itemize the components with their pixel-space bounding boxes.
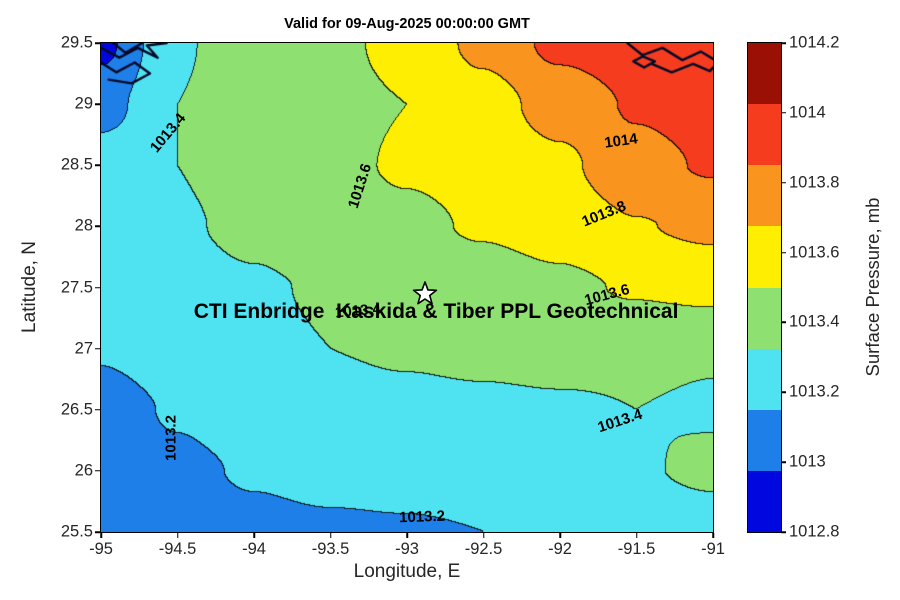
colorbar-tick-mark <box>781 251 786 254</box>
y-tick-mark <box>95 42 100 44</box>
y-tick-mark <box>95 286 100 289</box>
colorbar-band <box>748 287 781 349</box>
colorbar-tick-mark <box>781 391 786 394</box>
x-tick-label: -92 <box>548 540 572 558</box>
y-tick-label: 26.5 <box>60 400 93 419</box>
y-tick-mark <box>95 225 100 228</box>
x-tick-mark <box>100 533 102 538</box>
colorbar-band <box>748 348 781 410</box>
colorbar-band <box>748 409 781 471</box>
x-tick-label: -93.5 <box>311 540 350 558</box>
x-tick-label: -95 <box>89 540 113 558</box>
y-axis-label: Latitude, N <box>19 241 40 333</box>
y-tick-mark <box>95 103 100 105</box>
colorbar-tick-label: 1014.2 <box>789 33 840 52</box>
colorbar-tick-mark <box>781 42 786 44</box>
x-tick-mark <box>635 533 638 538</box>
figure-title: Valid for 09-Aug-2025 00:00:00 GMT <box>284 16 530 32</box>
y-tick-mark <box>95 347 100 350</box>
colorbar-band <box>748 470 781 532</box>
x-tick-mark <box>406 533 408 538</box>
colorbar-tick-label: 1013.4 <box>789 312 840 331</box>
x-tick-label: -94.5 <box>158 540 197 558</box>
colorbar-tick-label: 1014 <box>789 103 826 122</box>
x-tick-mark <box>559 533 561 538</box>
colorbar-tick-label: 1013 <box>789 452 826 471</box>
contour-level-label: 1013.2 <box>162 414 180 461</box>
colorbar-band <box>748 43 781 105</box>
y-tick-label: 27 <box>74 339 93 358</box>
site-overlay-label: CTI Enbridge Kaskida & Tiber PPL Geotech… <box>193 299 679 323</box>
colorbar-tick-mark <box>781 112 786 114</box>
colorbar-band <box>748 226 781 288</box>
x-tick-mark <box>482 533 485 538</box>
x-tick-label: -92.5 <box>464 540 503 558</box>
y-tick-label: 29 <box>74 94 93 113</box>
map-plot-area: CTI Enbridge Kaskida & Tiber PPL Geotech… <box>100 42 714 533</box>
x-tick-mark <box>329 533 332 538</box>
y-tick-mark <box>95 409 100 411</box>
x-tick-label: -94 <box>242 540 266 558</box>
y-tick-label: 26 <box>74 461 93 480</box>
colorbar-tick-mark <box>781 531 786 533</box>
y-tick-label: 28.5 <box>60 155 93 174</box>
y-tick-label: 28 <box>74 216 93 235</box>
colorbar-label: Surface Pressure, mb <box>862 197 883 377</box>
x-tick-mark <box>176 533 179 538</box>
x-tick-label: -93 <box>395 540 419 558</box>
x-tick-label: -91.5 <box>617 540 656 558</box>
contour-level-label: 1013.2 <box>399 508 446 527</box>
y-tick-label: 27.5 <box>60 278 93 296</box>
y-tick-mark <box>95 164 100 166</box>
x-tick-mark <box>712 533 714 538</box>
y-tick-label: 25.5 <box>60 522 93 541</box>
contour-map-canvas <box>101 43 713 532</box>
colorbar-tick-mark <box>781 321 786 324</box>
colorbar-tick-label: 1013.2 <box>789 382 840 401</box>
colorbar-tick-label: 1013.6 <box>789 243 840 262</box>
colorbar-tick-label: 1013.8 <box>789 173 840 192</box>
site-star-icon <box>413 280 438 305</box>
y-tick-mark <box>95 470 100 472</box>
colorbar-tick-mark <box>781 461 786 463</box>
y-tick-mark <box>95 531 100 533</box>
colorbar-tick-label: 1012.8 <box>789 522 840 541</box>
y-tick-label: 29.5 <box>60 33 93 52</box>
colorbar-band <box>748 165 781 227</box>
x-tick-mark <box>253 533 255 538</box>
colorbar-band <box>748 104 781 166</box>
colorbar-tick-mark <box>781 181 786 184</box>
colorbar <box>747 42 782 533</box>
x-tick-label: -91 <box>701 540 725 558</box>
x-axis-label: Longitude, E <box>353 561 461 582</box>
